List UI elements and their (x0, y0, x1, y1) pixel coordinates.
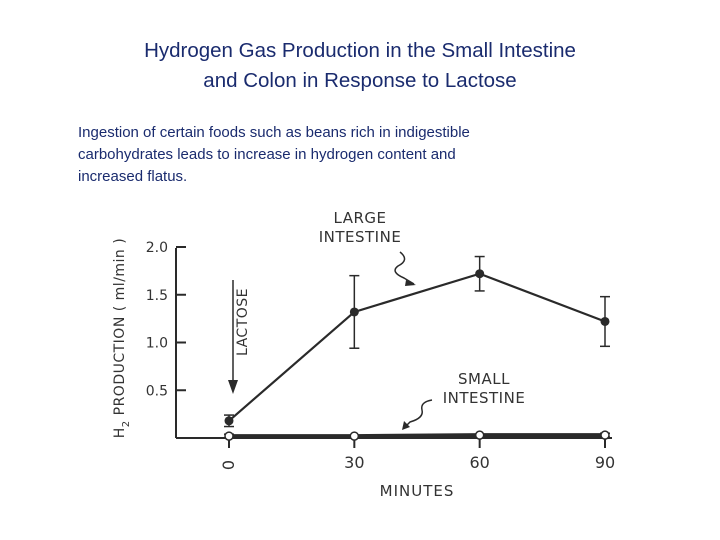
x-tick-label: 60 (469, 453, 489, 472)
data-point (224, 431, 234, 441)
data-point (474, 430, 485, 440)
y-tick-label: 1.5 (146, 288, 168, 304)
title-line-1: Hydrogen Gas Production in the Small Int… (144, 39, 576, 62)
y-axis-label: H2 PRODUCTION ( ml/min ) (112, 238, 132, 438)
lactose-annotation: LACTOSE (235, 288, 251, 356)
x-axis-label: MINUTES (380, 482, 455, 500)
chart-series (224, 255, 610, 441)
y-axis-label-rest: PRODUCTION ( ml/min ) (112, 238, 128, 421)
y-tick-label: 1.0 (146, 336, 168, 352)
body-line-3: increased flatus. (78, 168, 188, 185)
large-intestine-label-line: INTESTINE (319, 228, 402, 246)
small-intestine-label-line: SMALL (458, 370, 510, 388)
large-intestine-arrowhead (405, 280, 416, 286)
y-tick-label: 0.5 (146, 383, 168, 399)
small-intestine-arrowhead (402, 421, 410, 430)
body-line-1: Ingestion of certain foods such as beans… (78, 124, 470, 141)
x-tick-label: 30 (344, 453, 364, 472)
chart-axes: 0.5 1.0 1.5 2.0 0 30 60 90 MINUTES H2 PRODUCTION … (112, 238, 615, 500)
series-line (229, 433, 605, 439)
data-point (475, 269, 485, 279)
slide-body-text: Ingestion of certain foods such as beans… (78, 122, 638, 188)
data-point (349, 307, 359, 317)
y-tick-label: 2.0 (146, 240, 168, 256)
small-intestine-label-line: INTESTINE (443, 389, 526, 407)
series-line (228, 272, 606, 422)
y-axis-label-subscript: 2 (121, 420, 132, 427)
data-point (349, 431, 360, 441)
data-point (600, 316, 610, 326)
data-point (600, 430, 610, 440)
large-intestine-label-line: LARGE (334, 209, 387, 227)
x-tick-label: 0 (219, 460, 238, 470)
body-line-2: carbohydrates leads to increase in hydro… (78, 146, 456, 163)
small-intestine-pointer (405, 399, 433, 427)
slide-title: Hydrogen Gas Production in the Small Int… (60, 36, 660, 96)
x-tick-label: 90 (595, 453, 615, 472)
large-intestine-pointer (394, 251, 415, 285)
lactose-arrowhead (228, 380, 238, 394)
data-point (224, 416, 234, 426)
y-axis-label-main: H (112, 427, 128, 438)
title-line-2: and Colon in Response to Lactose (203, 69, 517, 92)
